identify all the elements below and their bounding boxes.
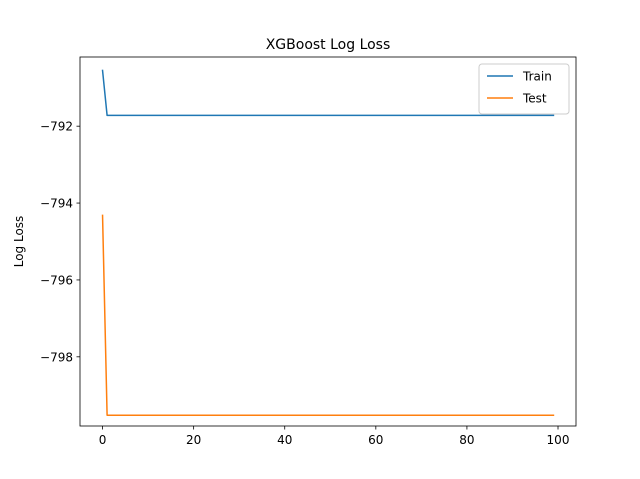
series-line-test <box>101 214 555 416</box>
plot-area <box>80 57 576 426</box>
x-tick-label: 40 <box>277 433 292 447</box>
y-tick-label: −798 <box>40 350 73 364</box>
series-layer <box>101 69 555 416</box>
legend-label-train: Train <box>522 70 552 84</box>
x-tick-label: 20 <box>186 433 201 447</box>
legend-label-test: Test <box>522 92 547 106</box>
x-axis-ticks: 0 20 40 60 80 100 <box>99 426 570 447</box>
chart-title: XGBoost Log Loss <box>266 37 391 53</box>
y-axis-label: Log Loss <box>12 216 26 268</box>
y-tick-label: −796 <box>40 273 73 287</box>
y-tick-label: −794 <box>40 197 73 211</box>
series-line-train <box>101 69 555 117</box>
x-tick-label: 60 <box>368 433 383 447</box>
y-tick-label: −792 <box>40 120 73 134</box>
legend: Train Test <box>478 63 570 115</box>
x-tick-label: 0 <box>99 433 107 447</box>
y-axis-ticks: −792 −794 −796 −798 <box>40 120 80 364</box>
x-tick-label: 80 <box>459 433 474 447</box>
plot-frame <box>79 56 577 427</box>
x-tick-label: 100 <box>547 433 570 447</box>
